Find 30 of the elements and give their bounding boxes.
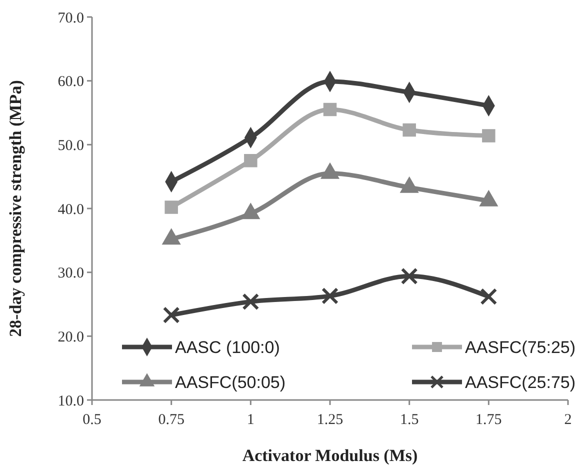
- y-tick-label: 60.0: [58, 74, 84, 90]
- x-tick-label: 0.75: [158, 412, 184, 428]
- point: [480, 288, 498, 306]
- legend-label: AASFC(25:75): [465, 372, 576, 392]
- y-tick-label: 40.0: [58, 202, 84, 218]
- y-tick-label: 50.0: [58, 138, 84, 154]
- x-tick-label: 0.5: [82, 412, 102, 428]
- x-tick-label: 2: [564, 412, 572, 428]
- legend-label: AASC (100:0): [175, 338, 280, 357]
- point: [400, 268, 418, 285]
- y-tick-label: 20.0: [58, 329, 84, 346]
- y-tick-label: 10.0: [58, 393, 84, 410]
- x-tick-label: 1.75: [476, 412, 502, 428]
- legend-label: AASFC(50:05): [175, 372, 286, 392]
- x-tick-label: 1: [246, 412, 254, 428]
- y-tick-label: 30.0: [58, 266, 84, 282]
- y-axis-title: 28-day compressive strength (MPa): [6, 80, 25, 337]
- point: [402, 123, 416, 137]
- x-tick-label: 1.5: [400, 412, 419, 428]
- point: [162, 306, 180, 324]
- legend-label: AASFC(75:25): [465, 338, 576, 357]
- point: [323, 102, 337, 116]
- point: [164, 200, 178, 214]
- point: [244, 154, 258, 168]
- x-tick-label: 1.25: [316, 412, 344, 428]
- y-tick-label: 70.0: [58, 10, 84, 26]
- point: [321, 287, 339, 304]
- point: [482, 129, 496, 142]
- x-axis-title: Activator Modulus (Ms): [242, 446, 418, 465]
- point: [242, 293, 260, 310]
